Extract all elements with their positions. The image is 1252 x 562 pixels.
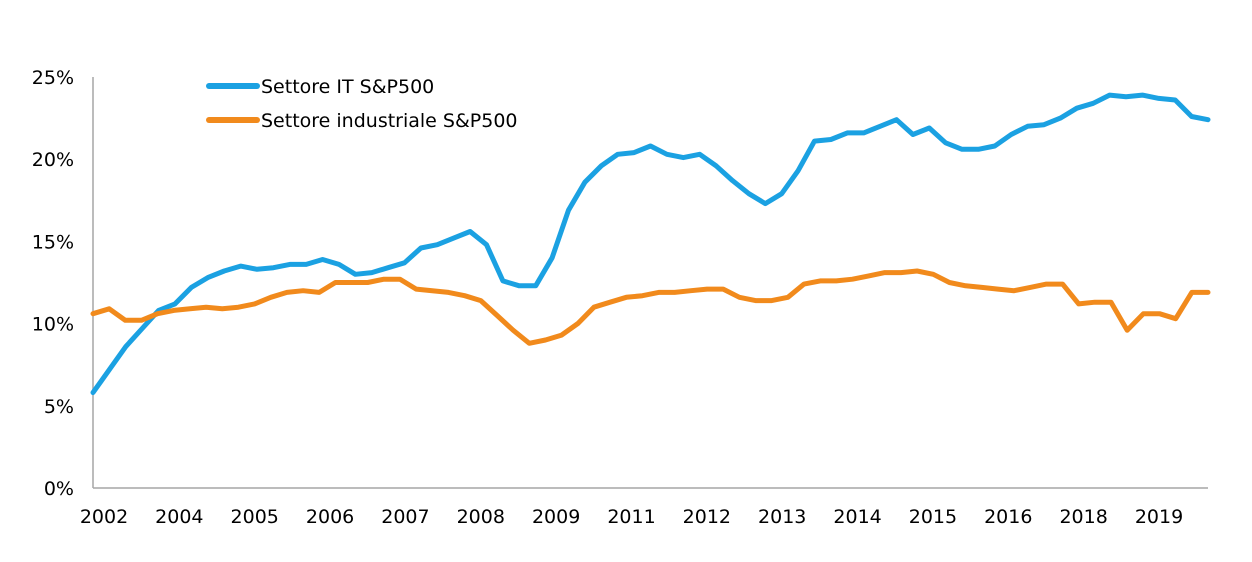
x-tick-label: 2005 <box>231 506 279 528</box>
y-tick-label: 10% <box>32 314 74 336</box>
x-tick-label: 2006 <box>306 506 354 528</box>
x-tick-label: 2012 <box>683 506 731 528</box>
legend-label: Settore industriale S&P500 <box>261 110 518 132</box>
x-tick-label: 2009 <box>532 506 580 528</box>
series-line-it-sector <box>90 92 1211 396</box>
x-tick-label: 2013 <box>758 506 806 528</box>
x-tick-label: 2004 <box>155 506 203 528</box>
x-tick-label: 2007 <box>381 506 429 528</box>
y-tick-label: 0% <box>44 478 74 500</box>
x-tick-label: 2015 <box>909 506 957 528</box>
x-tick-label: 2008 <box>457 506 505 528</box>
x-tick-label: 2016 <box>984 506 1032 528</box>
legend: Settore IT S&P500 Settore industriale S&P… <box>206 76 518 132</box>
axes: 0% 5% 10% 15% 20% 25% 2002 2004 2005 2006 2007 2008… <box>32 67 1208 528</box>
y-tick-label: 25% <box>32 67 74 89</box>
x-tick-label: 2019 <box>1135 506 1183 528</box>
y-tick-label: 20% <box>32 149 74 171</box>
x-tick-label: 2014 <box>833 506 881 528</box>
y-tick-label: 5% <box>44 396 74 418</box>
x-tick-label: 2002 <box>80 506 128 528</box>
y-tick-label: 15% <box>32 231 74 253</box>
series-lines <box>90 92 1211 396</box>
legend-label: Settore IT S&P500 <box>261 76 434 98</box>
x-tick-label: 2018 <box>1059 506 1107 528</box>
series-line-industrial-sector <box>90 268 1211 346</box>
x-tick-label: 2011 <box>607 506 655 528</box>
